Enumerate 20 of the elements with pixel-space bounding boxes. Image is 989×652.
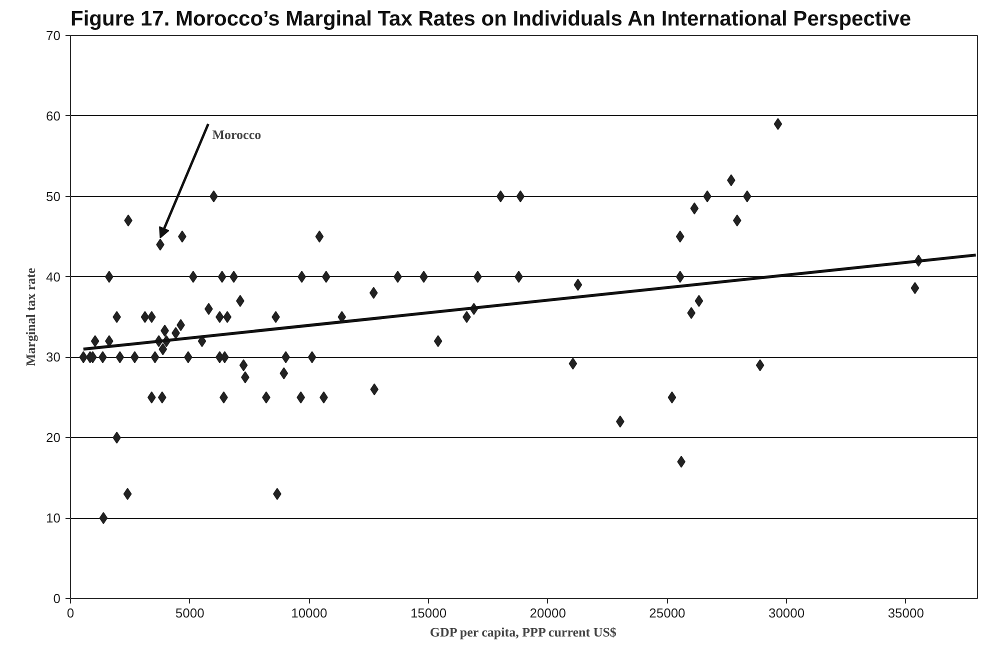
y-tick-label: 60 [46,108,61,124]
x-tick-label: 20000 [530,606,566,620]
x-tick-label: 0 [66,606,74,620]
y-tick-label: 50 [46,188,61,204]
y-tick-label: 10 [46,510,61,526]
chart-title: Figure 17. Morocco’s Marginal Tax Rates on Individuals An International Perspective [70,8,912,30]
x-tick-label: 15000 [410,606,447,620]
x-axis-title: GDP per capita, PPP current US$ [430,624,617,640]
y-tick-label: 40 [46,269,61,284]
x-tick-label: 35000 [888,606,924,620]
x-tick-label: 10000 [291,606,328,620]
y-tick-label: 30 [46,350,61,365]
x-tick-label: 25000 [649,606,686,620]
y-tick-label: 20 [46,430,61,446]
y-tick-label: 0 [53,591,61,606]
x-tick-label: 5000 [175,606,204,620]
y-tick-label: 70 [46,28,61,43]
y-axis-title: Marginal tax rate [23,268,38,366]
annotation: Morocco [212,127,262,142]
x-tick-label: 30000 [768,606,805,620]
